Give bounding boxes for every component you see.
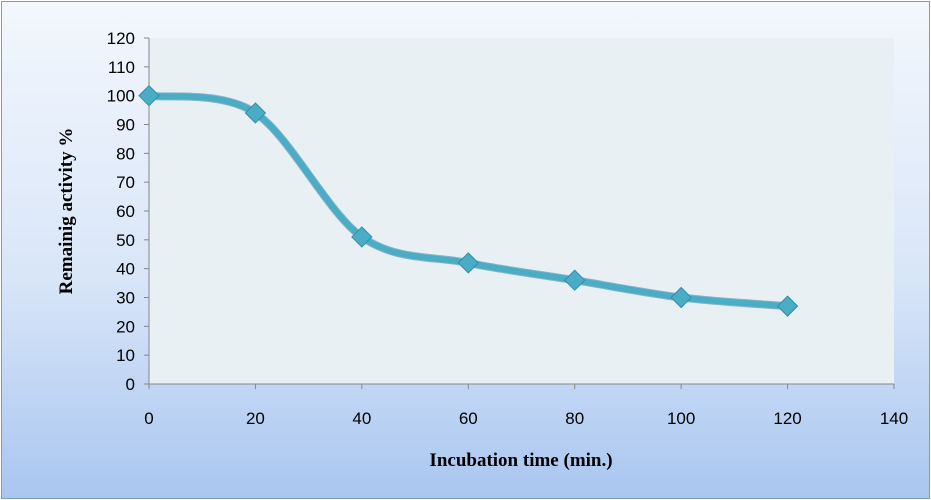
y-tick-label: 70 bbox=[116, 173, 135, 192]
x-tick-label: 40 bbox=[352, 409, 371, 428]
series bbox=[138, 84, 799, 317]
data-point-marker bbox=[670, 286, 692, 309]
y-tick-label: 30 bbox=[116, 289, 135, 308]
data-point-marker bbox=[351, 226, 373, 248]
x-tick-label: 60 bbox=[459, 409, 478, 428]
data-point-marker bbox=[138, 84, 160, 107]
x-tick-label: 100 bbox=[667, 409, 695, 428]
data-point-marker bbox=[564, 269, 586, 291]
y-tick-label: 100 bbox=[107, 87, 135, 106]
x-tick-labels: 0 20 40 60 80 100 120 140 bbox=[144, 409, 908, 428]
x-tick-label: 80 bbox=[565, 409, 584, 428]
y-tick-label: 50 bbox=[116, 231, 135, 250]
y-tick-label: 60 bbox=[116, 202, 135, 221]
y-tick-labels: 0 10 20 30 40 50 60 70 80 90 100 110 120 bbox=[107, 29, 135, 394]
y-tick-label: 80 bbox=[116, 144, 135, 163]
y-tick-label: 90 bbox=[116, 116, 135, 135]
y-tick-label: 40 bbox=[116, 260, 135, 279]
y-tick-label: 10 bbox=[116, 346, 135, 365]
x-tick-label: 120 bbox=[773, 409, 801, 428]
data-point-marker bbox=[457, 252, 479, 274]
y-tick-label: 110 bbox=[108, 58, 135, 77]
y-tick-label: 20 bbox=[116, 317, 135, 336]
x-tick-label: 0 bbox=[144, 409, 153, 428]
x-tick-label: 140 bbox=[880, 409, 908, 428]
plot-area bbox=[149, 38, 894, 384]
y-tick-label: 0 bbox=[126, 375, 135, 394]
x-tick-label: 20 bbox=[246, 409, 265, 428]
x-axis-title: Incubation time (min.) bbox=[429, 450, 612, 471]
y-axis-title: Remainig activity % bbox=[56, 128, 77, 295]
data-point-marker bbox=[244, 102, 267, 124]
data-point-marker bbox=[776, 295, 799, 317]
y-tick-label: 120 bbox=[107, 29, 135, 48]
